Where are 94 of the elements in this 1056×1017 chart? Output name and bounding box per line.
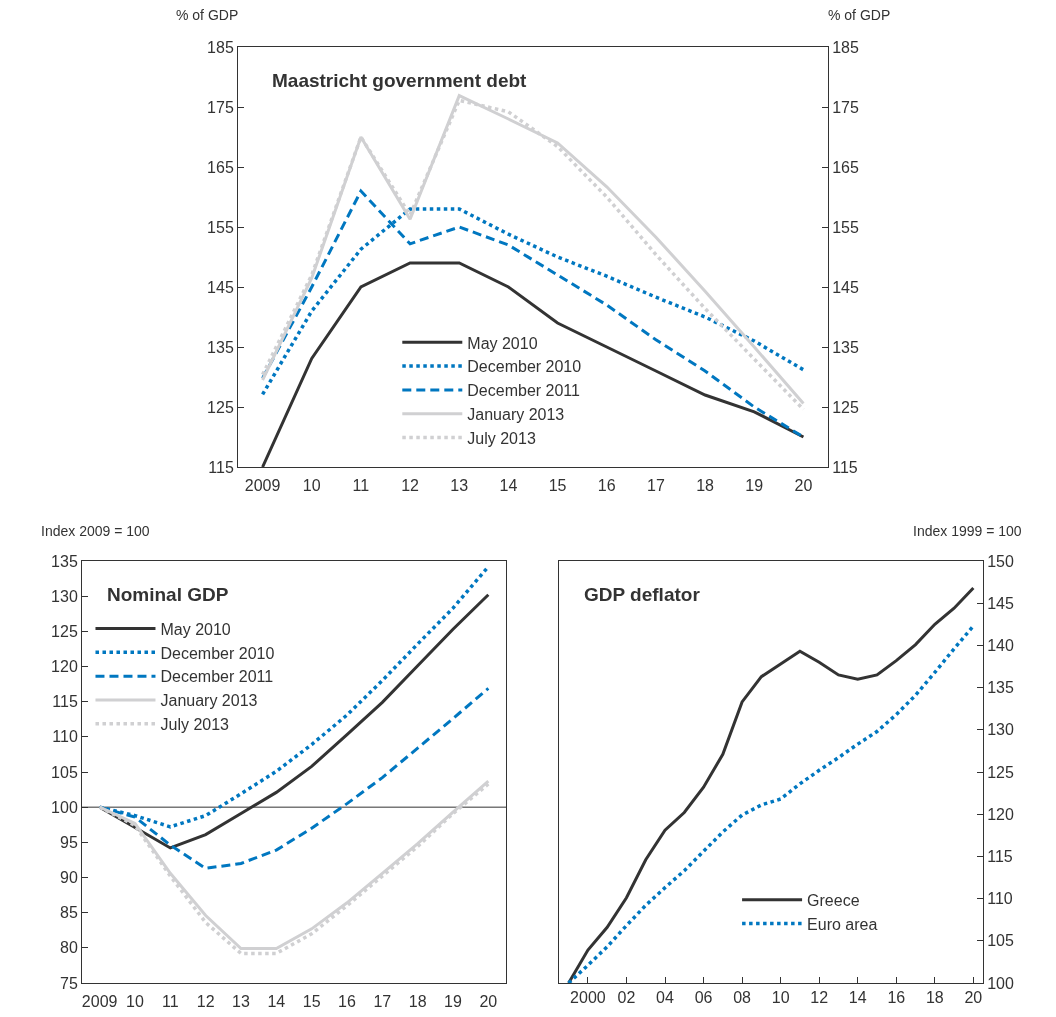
x-tick-label: 18: [696, 477, 715, 495]
y-tick-label: 185: [207, 38, 234, 56]
y-tick-label: 130: [51, 587, 78, 605]
legend-label: Euro area: [807, 915, 878, 933]
y-tick-label: 135: [51, 552, 78, 570]
y-tick-label: 100: [51, 798, 78, 816]
x-tick-label: 12: [196, 993, 215, 1011]
y-tick-label: 80: [60, 939, 78, 957]
y-tick-label: 125: [207, 398, 234, 416]
x-tick-label: 14: [267, 993, 286, 1011]
y2-tick-label: 175: [832, 98, 859, 116]
x-tick-label: 15: [302, 993, 321, 1011]
legend-label: January 2013: [160, 692, 258, 710]
y-tick-label: 145: [207, 278, 234, 296]
y-tick-label: 120: [51, 658, 78, 676]
y2-tick-label: 135: [832, 338, 859, 356]
y2-axis-title: % of GDP: [828, 7, 891, 23]
legend-label: December 2010: [160, 644, 275, 662]
x-tick-label: 12: [810, 989, 829, 1007]
x-tick-label: 13: [232, 993, 250, 1011]
y-tick-label: 150: [987, 552, 1014, 570]
text: GDP deflator: [584, 584, 701, 605]
y-axis-title: Index 2009 = 100: [41, 523, 150, 539]
x-tick-label: 20: [479, 993, 498, 1011]
y2-tick-label: 185: [832, 38, 859, 56]
x-tick-label: 11: [162, 993, 179, 1011]
x-tick-label: 10: [126, 993, 144, 1011]
legend-label: January 2013: [467, 405, 565, 423]
y-tick-label: 135: [987, 679, 1014, 697]
y-tick-label: 125: [51, 622, 78, 640]
y-tick-label: 105: [51, 763, 78, 781]
y2-tick-label: 165: [832, 158, 859, 176]
y-tick-label: 110: [987, 890, 1013, 908]
x-tick-label: 06: [694, 989, 713, 1007]
y-tick-label: 145: [987, 594, 1014, 612]
x-tick-label: 19: [444, 993, 462, 1011]
x-tick-label: 2009: [81, 993, 118, 1011]
x-tick-label: 14: [848, 989, 867, 1007]
x-tick-label: 14: [499, 477, 518, 495]
legend-label: May 2010: [467, 334, 538, 352]
y-tick-label: 120: [987, 805, 1014, 823]
y-tick-label: 90: [60, 869, 78, 887]
x-tick-label: 16: [597, 477, 616, 495]
legend-label: December 2011: [160, 668, 274, 686]
y2-tick-label: 125: [832, 398, 859, 416]
x-tick-label: 20: [794, 477, 813, 495]
x-tick-label: 2009: [244, 477, 281, 495]
legend-label: Greece: [807, 891, 860, 909]
x-tick-label: 17: [647, 477, 665, 495]
x-tick-label: 15: [548, 477, 567, 495]
legend-label: May 2010: [160, 620, 231, 638]
y-tick-label: 85: [60, 904, 78, 922]
y2-tick-label: 155: [832, 218, 859, 236]
legend-label: July 2013: [160, 715, 230, 733]
x-tick-label: 02: [617, 989, 636, 1007]
y-tick-label: 175: [207, 98, 234, 116]
x-tick-label: 08: [733, 989, 752, 1007]
x-tick-label: 12: [401, 477, 420, 495]
x-tick-label: 10: [771, 989, 790, 1007]
x-tick-label: 10: [302, 477, 321, 495]
y-tick-label: 100: [987, 974, 1014, 992]
y-tick-label: 135: [207, 338, 234, 356]
y2-tick-label: 115: [832, 458, 858, 476]
y-tick-label: 130: [987, 721, 1014, 739]
x-tick-label: 19: [745, 477, 764, 495]
legend-label: December 2010: [467, 358, 582, 376]
y2-tick-label: 145: [832, 278, 859, 296]
y-tick-label: 140: [987, 637, 1014, 654]
x-tick-label: 17: [373, 993, 392, 1011]
y-tick-label: 105: [987, 932, 1014, 950]
legend-label: July 2013: [467, 429, 536, 447]
legend-label: December 2011: [467, 382, 581, 400]
y-tick-label: 75: [60, 974, 78, 992]
x-tick-label: 18: [408, 993, 427, 1011]
y-tick-label: 165: [207, 158, 234, 176]
y-tick-label: 95: [60, 833, 78, 851]
x-tick-label: 20: [964, 989, 983, 1007]
x-tick-label: 11: [352, 477, 370, 495]
text: Maastricht government debt: [272, 70, 528, 91]
text: Nominal GDP: [107, 584, 229, 605]
x-tick-label: 04: [656, 989, 674, 1007]
y-axis-title: Index 1999 = 100: [913, 523, 1022, 539]
x-tick-label: 2000: [570, 989, 606, 1007]
y-tick-label: 115: [208, 458, 234, 476]
y-tick-label: 115: [987, 848, 1013, 865]
x-tick-label: 16: [887, 989, 906, 1007]
y-tick-label: 110: [52, 728, 78, 746]
y-axis-title: % of GDP: [176, 7, 239, 23]
y-tick-label: 125: [987, 763, 1014, 781]
y-tick-label: 115: [52, 693, 78, 711]
x-tick-label: 13: [450, 477, 469, 495]
x-tick-label: 18: [925, 989, 944, 1007]
y-tick-label: 155: [207, 218, 234, 236]
x-tick-label: 16: [338, 993, 356, 1011]
